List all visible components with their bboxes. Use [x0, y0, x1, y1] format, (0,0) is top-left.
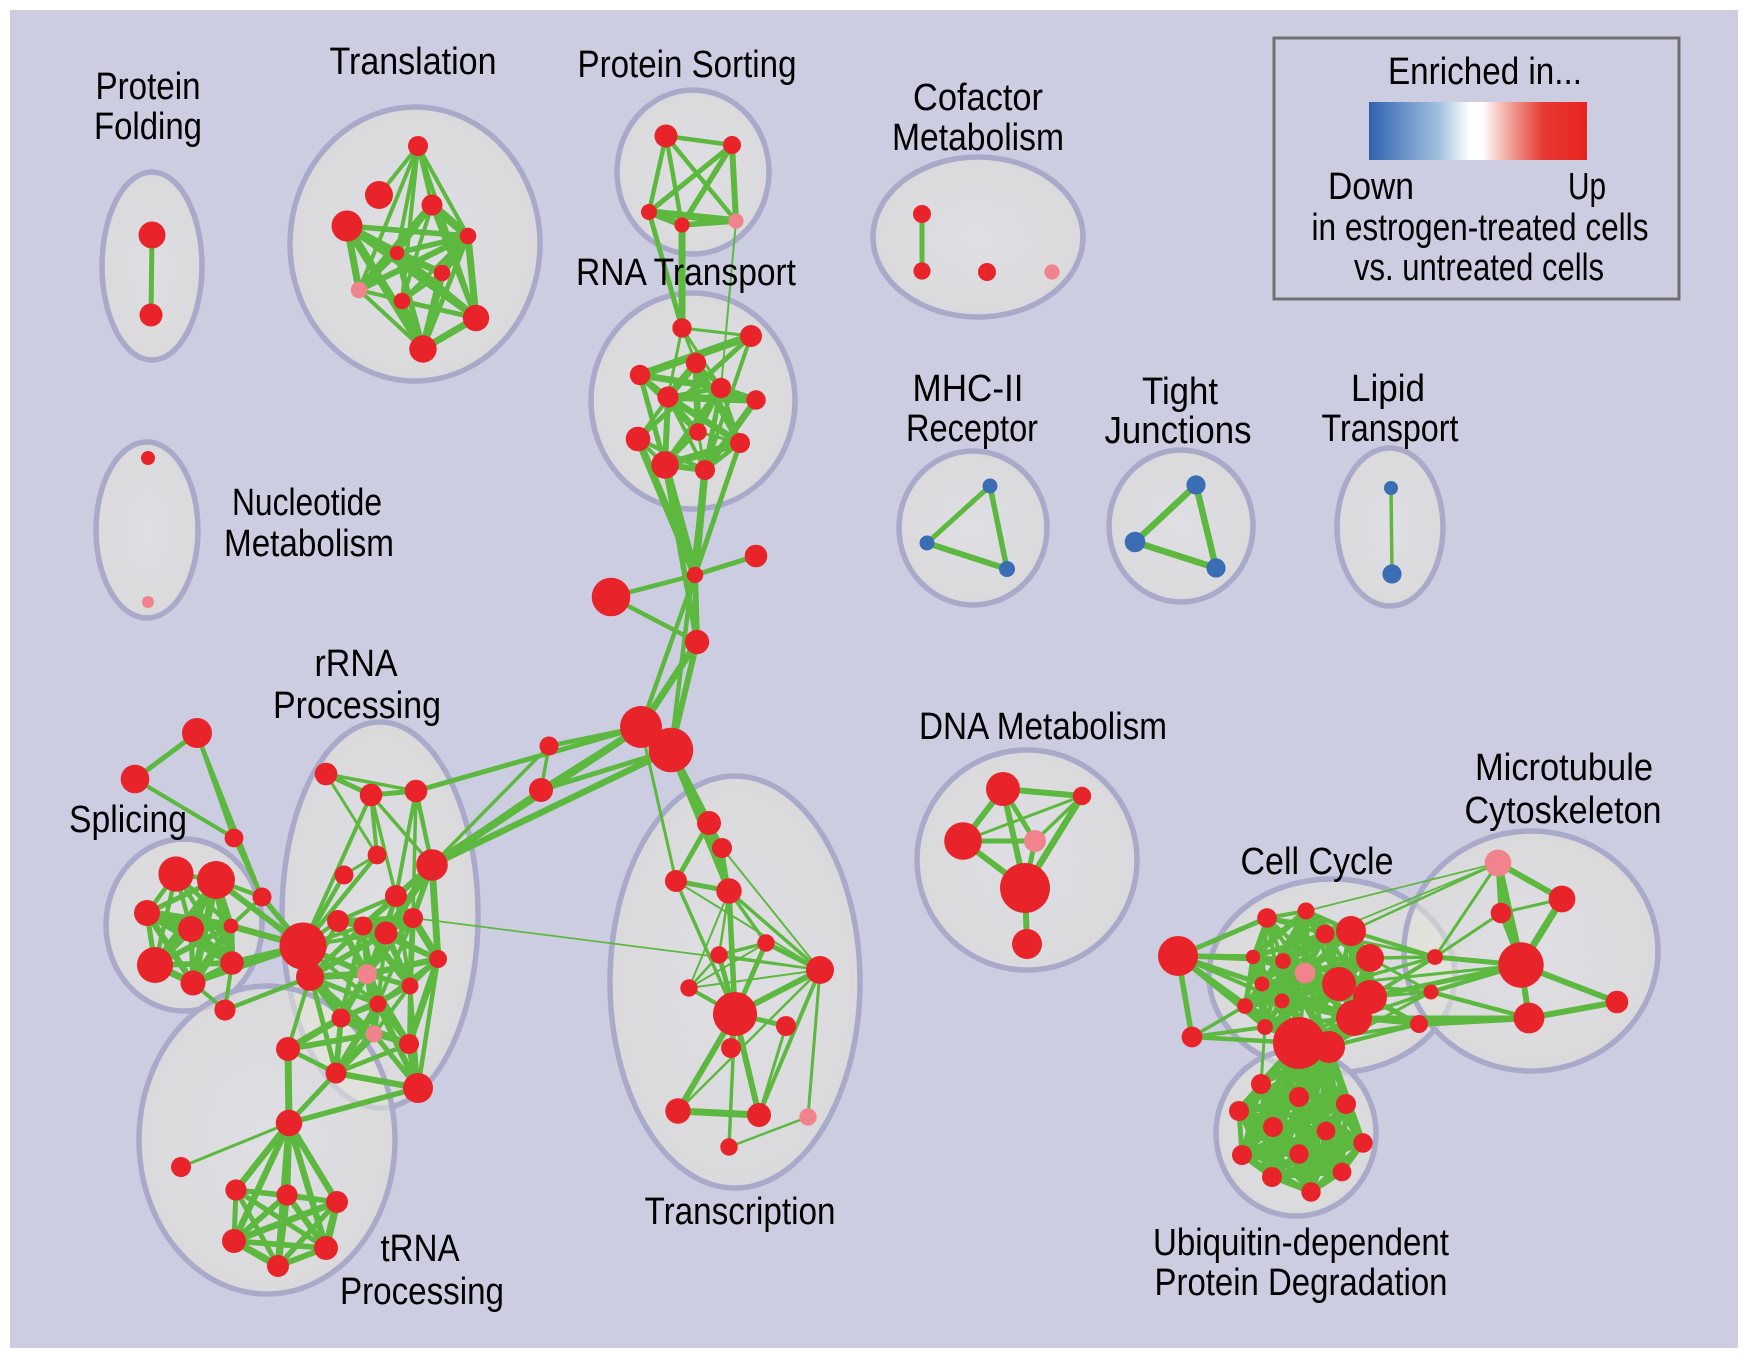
- svg-text:Nucleotide: Nucleotide: [232, 482, 382, 524]
- svg-text:Splicing: Splicing: [69, 799, 187, 841]
- svg-text:Transport: Transport: [1322, 408, 1459, 450]
- svg-text:DNA Metabolism: DNA Metabolism: [919, 706, 1167, 748]
- svg-text:Cofactor: Cofactor: [913, 77, 1043, 119]
- svg-text:Processing: Processing: [273, 685, 441, 727]
- svg-text:Junctions: Junctions: [1105, 410, 1252, 452]
- svg-text:Enriched in...: Enriched in...: [1388, 51, 1582, 93]
- svg-text:Folding: Folding: [94, 106, 202, 148]
- svg-text:Metabolism: Metabolism: [892, 117, 1064, 159]
- svg-text:MHC-II: MHC-II: [913, 368, 1024, 410]
- svg-text:in estrogen-treated cells: in estrogen-treated cells: [1312, 207, 1649, 249]
- svg-text:RNA Transport: RNA Transport: [576, 252, 796, 294]
- svg-text:Translation: Translation: [330, 41, 497, 83]
- svg-text:tRNA: tRNA: [381, 1228, 461, 1270]
- svg-text:Transcription: Transcription: [645, 1191, 836, 1233]
- svg-text:Down: Down: [1328, 166, 1414, 208]
- svg-text:vs. untreated cells: vs. untreated cells: [1354, 247, 1604, 289]
- svg-text:Protein: Protein: [96, 66, 201, 108]
- svg-text:Cell Cycle: Cell Cycle: [1241, 841, 1394, 883]
- svg-text:Up: Up: [1568, 166, 1606, 208]
- svg-text:Tight: Tight: [1142, 371, 1218, 413]
- svg-text:Processing: Processing: [340, 1271, 504, 1313]
- svg-text:Ubiquitin-dependent: Ubiquitin-dependent: [1153, 1222, 1449, 1264]
- svg-text:Microtubule: Microtubule: [1475, 747, 1653, 789]
- svg-text:rRNA: rRNA: [315, 643, 399, 685]
- svg-text:Metabolism: Metabolism: [224, 523, 394, 565]
- svg-text:Protein Sorting: Protein Sorting: [578, 44, 797, 86]
- svg-text:Lipid: Lipid: [1351, 368, 1425, 410]
- svg-text:Cytoskeleton: Cytoskeleton: [1465, 790, 1662, 832]
- svg-text:Receptor: Receptor: [906, 408, 1038, 450]
- svg-text:Protein Degradation: Protein Degradation: [1155, 1262, 1448, 1304]
